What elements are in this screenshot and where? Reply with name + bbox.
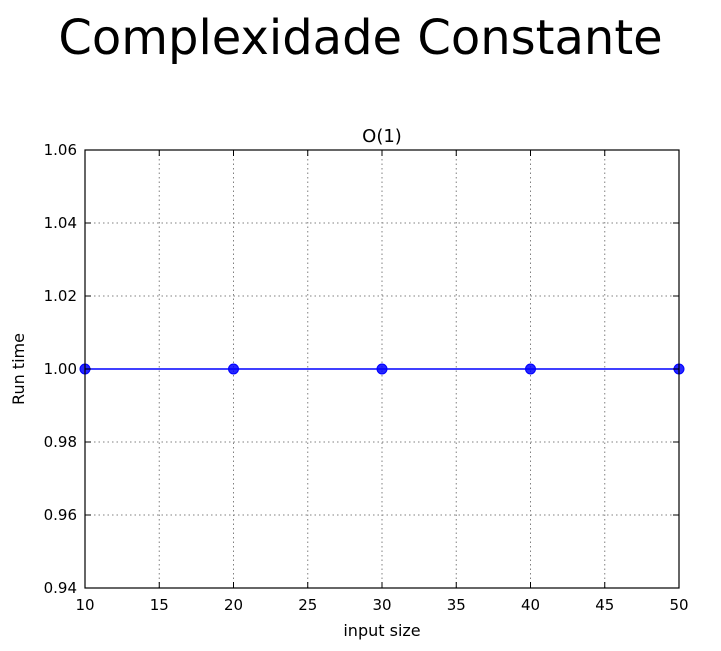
- y-tick-label: 1.04: [44, 214, 77, 232]
- y-tick-label: 0.98: [44, 433, 77, 451]
- labels: O(1) input size Run time: [9, 126, 421, 640]
- y-tick-label: 0.96: [44, 506, 77, 524]
- y-tick-label: 1.02: [44, 287, 77, 305]
- y-axis-label: Run time: [9, 333, 28, 405]
- x-tick-label: 50: [669, 596, 688, 614]
- x-tick-label: 10: [75, 596, 94, 614]
- data-point: [228, 363, 239, 375]
- y-tick-label: 0.94: [44, 579, 77, 597]
- x-tick-label: 35: [447, 596, 466, 614]
- x-tick-label: 20: [224, 596, 243, 614]
- data-point: [525, 363, 536, 375]
- slide-title: Complexidade Constante: [58, 10, 663, 66]
- x-tick-label: 45: [595, 596, 614, 614]
- data-point: [376, 363, 388, 375]
- x-tick-label: 40: [521, 596, 540, 614]
- series-layer: [79, 363, 685, 375]
- chart-title: O(1): [362, 126, 402, 147]
- ticks: 10 15 20 25 30 35 40 45 50 0.94 0.96 0.98 1.00 1.02 1.…: [44, 141, 689, 614]
- x-axis-label: input size: [343, 621, 420, 640]
- x-tick-label: 25: [298, 596, 317, 614]
- x-tick-label: 30: [372, 596, 391, 614]
- y-tick-label: 1.06: [44, 141, 77, 159]
- x-tick-label: 15: [150, 596, 169, 614]
- y-tick-label: 1.00: [44, 360, 77, 378]
